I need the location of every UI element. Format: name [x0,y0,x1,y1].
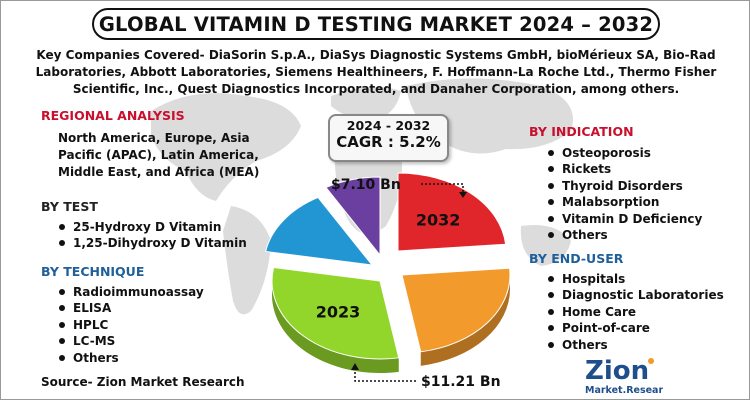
list-item: Rickets [546,161,702,177]
regional-analysis-text: North America, Europe, Asia Pacific (APA… [58,131,260,179]
pie-slice-top [265,196,374,266]
annotation-2023-value: $11.21 Bn [421,374,501,390]
list-item: 1,25-Dihydroxy D Vitamin [57,235,247,251]
title-banner: GLOBAL VITAMIN D TESTING MARKET 2024 – 2… [92,8,660,40]
pie-slice-top [325,176,381,257]
page-title: GLOBAL VITAMIN D TESTING MARKET 2024 – 2… [98,12,654,36]
by-indication-list: Osteoporosis Rickets Thyroid Disorders M… [546,145,702,243]
pie-slice: 2023 [271,266,400,373]
by-test-list: 25-Hydroxy D Vitamin 1,25-Dihydroxy D Vi… [57,219,247,252]
annotation-2023-leader [354,369,416,382]
svg-text:Zion: Zion [585,356,649,386]
annotation-2032-value: $7.10 Bn [331,177,401,193]
list-item: Radioimmunoassay [57,284,204,300]
pie-slice-top [271,266,400,360]
list-item: Others [546,337,724,353]
pie-slice-label: 2023 [316,302,361,321]
pie-slice-label: 2032 [416,210,461,229]
annotation-2032-arrowhead [459,192,467,198]
regional-analysis-title: REGIONAL ANALYSIS [41,108,185,123]
pie-slice-top [397,172,507,252]
list-item: Point-of-care [546,320,724,336]
pie-slice [265,196,374,266]
svg-text:Market.Research: Market.Research [585,385,663,396]
list-item: ELISA [57,300,204,316]
pie-slice [401,267,511,366]
list-item: Thyroid Disorders [546,178,702,194]
source-text: Source- Zion Market Research [41,375,245,389]
pie-slice-top [401,267,511,353]
list-item: Diagnostic Laboratories [546,287,724,303]
list-item: Others [57,350,204,366]
by-indication-title: BY INDICATION [529,124,634,139]
cagr-box: 2024 - 2032 CAGR : 5.2% [328,114,449,162]
pie-slice-side [272,281,399,373]
pie-slice: 2032 [397,172,507,252]
list-item: Osteoporosis [546,145,702,161]
by-technique-title: BY TECHNIQUE [41,264,145,279]
list-item: Vitamin D Deficiency [546,211,702,227]
list-item: Hospitals [546,271,724,287]
list-item: LC-MS [57,333,204,349]
cagr-value: CAGR : 5.2% [336,133,441,151]
by-technique-list: Radioimmunoassay ELISA HPLC LC-MS Others [57,284,204,366]
by-end-user-list: Hospitals Diagnostic Laboratories Home C… [546,271,724,353]
list-item: Malabsorption [546,194,702,210]
list-item: Others [546,227,702,243]
cagr-years: 2024 - 2032 [346,118,431,133]
annotation-2023-arrowhead [351,363,359,370]
pie-slice [325,176,381,257]
list-item: Home Care [546,304,724,320]
zion-logo: Zion Market.Research [585,356,663,396]
list-item: HPLC [57,317,204,333]
annotation-2032-leader [421,183,464,193]
key-companies-text: Key Companies Covered- DiaSorin S.p.A., … [35,48,717,96]
by-end-user-title: BY END-USER [529,251,624,266]
by-test-title: BY TEST [41,199,98,214]
pie-slice-side [420,275,510,366]
list-item: 25-Hydroxy D Vitamin [57,219,247,235]
